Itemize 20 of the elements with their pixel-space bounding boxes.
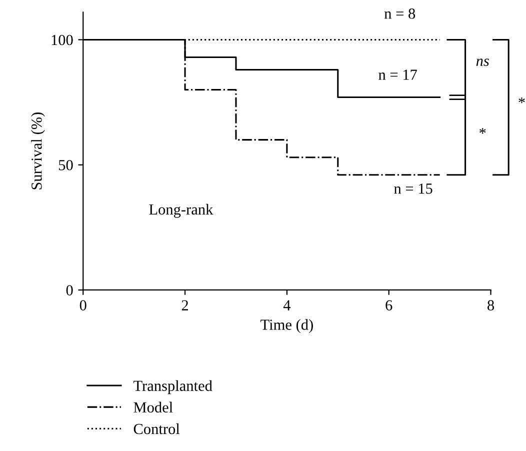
- annotation: n = 8: [384, 8, 416, 19]
- annotation: *: [480, 128, 486, 134]
- text: *: [518, 98, 525, 104]
- x-tick-label: 2: [182, 300, 188, 310]
- annotation: Long-rank: [149, 204, 214, 218]
- legend-label: Control: [134, 423, 180, 434]
- legend-label: Transplanted: [134, 380, 212, 394]
- annotation: ns: [476, 58, 489, 66]
- x-tick-label: 0: [80, 300, 86, 310]
- x-axis-title: Time (d): [260, 319, 313, 333]
- y-tick-label: 0: [66, 285, 73, 296]
- annotation: n = 15: [394, 184, 432, 194]
- y-tick-label: 50: [58, 160, 73, 170]
- x-tick-label: 4: [283, 300, 291, 310]
- legend-label: Model: [134, 402, 173, 413]
- x-tick-label: 6: [386, 300, 392, 310]
- annotation: n = 17: [378, 70, 417, 80]
- x-tick-label: 8: [488, 300, 494, 310]
- y-axis-title: Survival (%): [31, 112, 45, 190]
- y-tick-label: 100: [52, 34, 73, 46]
